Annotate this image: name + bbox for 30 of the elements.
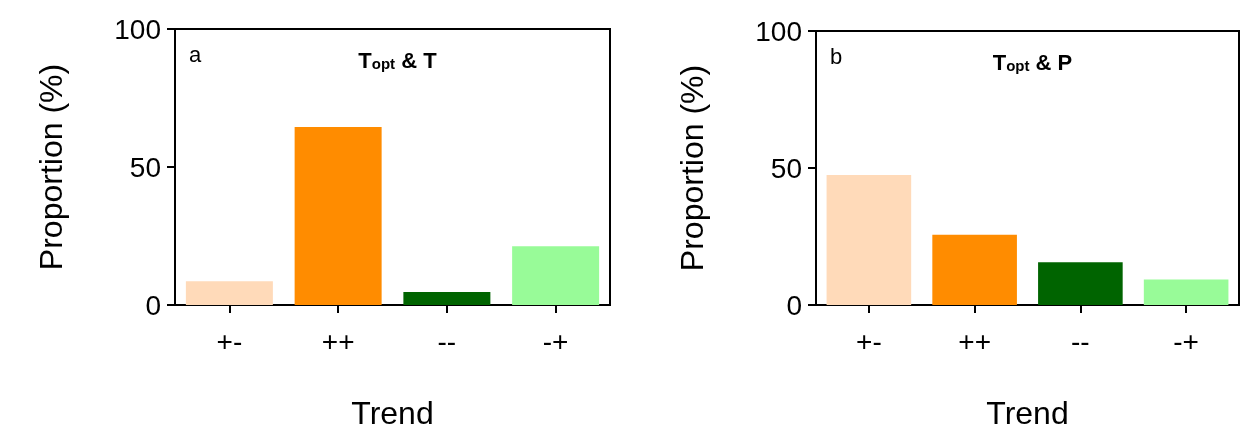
bar xyxy=(185,281,273,305)
x-tick-label: -+ xyxy=(542,325,569,357)
y-tick-label: 100 xyxy=(114,13,161,45)
bar xyxy=(403,292,491,305)
x-tick-label: ++ xyxy=(321,325,355,357)
x-tick-label: -- xyxy=(1071,325,1090,357)
y-tick-label: 50 xyxy=(770,152,802,184)
x-tick-label: +- xyxy=(856,325,882,357)
x-tick-label: ++ xyxy=(958,325,991,357)
x-tick-label: -+ xyxy=(1173,325,1199,357)
y-tick-label: 50 xyxy=(129,151,161,183)
annotation: b xyxy=(830,43,843,69)
text: Topt & T xyxy=(358,47,438,73)
bar xyxy=(294,126,382,305)
bar xyxy=(1143,279,1229,305)
bar xyxy=(826,175,912,305)
bar xyxy=(1038,262,1123,305)
y-tick-label: 100 xyxy=(755,15,802,47)
x-axis-title: Trend xyxy=(351,395,434,431)
y-axis-title: Proportion (%) xyxy=(33,63,69,271)
x-tick-label: +- xyxy=(216,325,243,357)
x-tick-label: -- xyxy=(437,325,457,357)
bar xyxy=(932,234,1017,305)
x-axis-title: Trend xyxy=(986,395,1069,431)
text: Topt & P xyxy=(992,49,1073,75)
y-axis-title: Proportion (%) xyxy=(674,64,710,272)
annotation: a xyxy=(189,41,202,67)
y-tick-label: 0 xyxy=(145,289,161,321)
y-tick-label: 0 xyxy=(786,289,802,321)
bar xyxy=(512,246,600,305)
